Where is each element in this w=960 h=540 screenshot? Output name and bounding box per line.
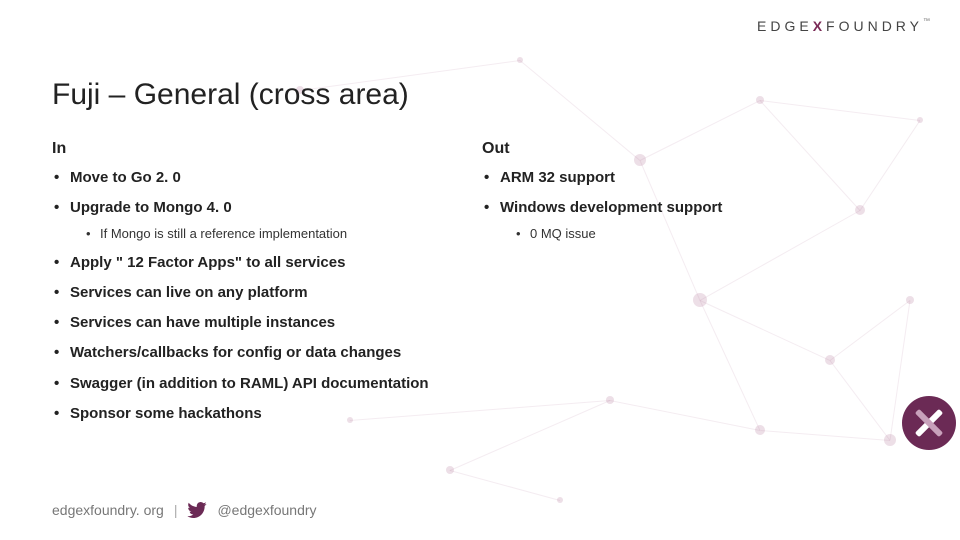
twitter-icon <box>187 502 207 518</box>
list-item-text: ARM 32 support <box>500 169 615 186</box>
content-columns: In Move to Go 2. 0 Upgrade to Mongo 4. 0 I… <box>52 140 920 434</box>
brand-part-edge: EDGE <box>757 18 813 34</box>
list-item-text: Windows development support <box>500 199 722 216</box>
list-item-text: Upgrade to Mongo 4. 0 <box>70 199 232 216</box>
footer-separator: | <box>174 502 178 518</box>
brand-part-x: X <box>813 18 826 34</box>
list-item: Services can live on any platform <box>52 283 482 303</box>
brand-tm: ™ <box>923 18 930 25</box>
list-item: Move to Go 2. 0 <box>52 168 482 188</box>
list-item-text: Services can live on any platform <box>70 284 308 301</box>
list-item-text: Sponsor some hackathons <box>70 405 262 422</box>
footer-site: edgexfoundry. org <box>52 502 164 518</box>
footer: edgexfoundry. org | @edgexfoundry <box>52 502 317 518</box>
list-item: Swagger (in addition to RAML) API docume… <box>52 374 482 394</box>
column-in: In Move to Go 2. 0 Upgrade to Mongo 4. 0 I… <box>52 140 482 434</box>
column-out-heading: Out <box>482 140 920 158</box>
list-item: Upgrade to Mongo 4. 0 If Mongo is still a… <box>52 198 482 242</box>
list-item: Watchers/callbacks for config or data ch… <box>52 343 482 363</box>
brand-part-foundry: FOUNDRY <box>826 18 923 34</box>
sub-list-item: If Mongo is still a reference implementa… <box>70 225 482 243</box>
page-title: Fuji – General (cross area) <box>52 78 409 112</box>
list-item-text: Apply " 12 Factor Apps" to all services <box>70 254 345 271</box>
sub-list: If Mongo is still a reference implementa… <box>70 225 482 243</box>
column-out-list: ARM 32 support Windows development suppor… <box>482 168 920 243</box>
brand-logo: EDGEXFOUNDRY™ <box>757 18 930 34</box>
list-item: Apply " 12 Factor Apps" to all services <box>52 253 482 273</box>
slide: EDGEXFOUNDRY™ Fuji – General (cross area… <box>0 0 960 540</box>
column-out: Out ARM 32 support Windows development su… <box>482 140 920 434</box>
sub-list-item: 0 MQ issue <box>500 225 920 243</box>
list-item-text: Services can have multiple instances <box>70 314 335 331</box>
column-in-heading: In <box>52 140 482 158</box>
brand-badge <box>902 396 956 450</box>
list-item: ARM 32 support <box>482 168 920 188</box>
sub-list: 0 MQ issue <box>500 225 920 243</box>
list-item-text: Watchers/callbacks for config or data ch… <box>70 344 401 361</box>
list-item: Sponsor some hackathons <box>52 404 482 424</box>
footer-handle: @edgexfoundry <box>217 502 316 518</box>
list-item-text: Move to Go 2. 0 <box>70 169 181 186</box>
column-in-list: Move to Go 2. 0 Upgrade to Mongo 4. 0 If M… <box>52 168 482 424</box>
list-item: Services can have multiple instances <box>52 313 482 333</box>
list-item: Windows development support 0 MQ issue <box>482 198 920 242</box>
list-item-text: Swagger (in addition to RAML) API docume… <box>70 375 429 392</box>
